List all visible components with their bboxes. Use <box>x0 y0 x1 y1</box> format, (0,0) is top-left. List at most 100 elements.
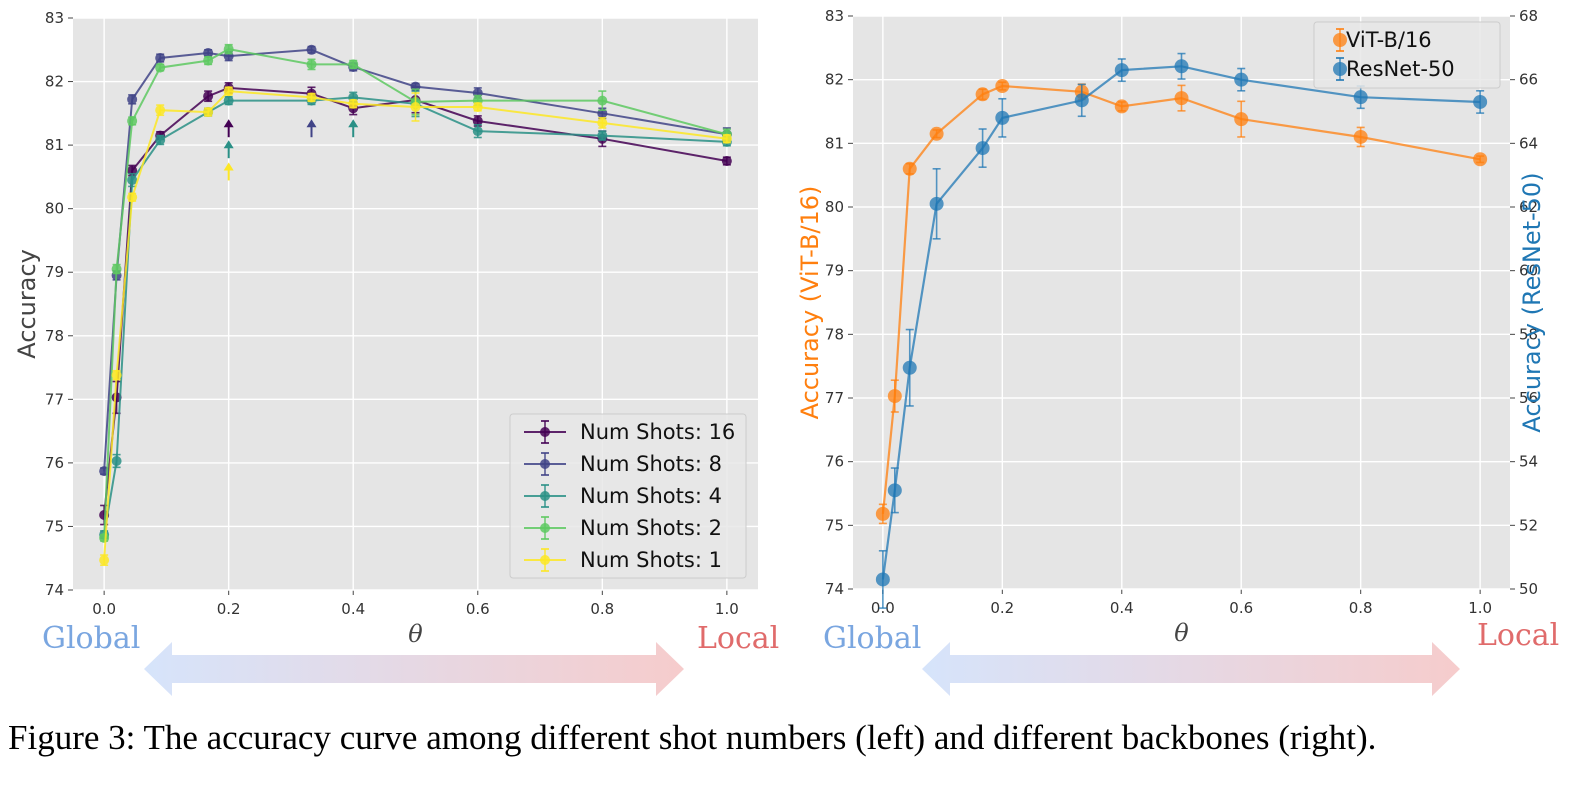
data-point <box>597 130 608 141</box>
series-resnet-50 <box>875 52 1488 609</box>
x-tick-label: 0.0 <box>92 600 116 618</box>
y-axis-label: Accuracy (ViT-B/16) <box>796 186 824 420</box>
right-global-label: Global <box>823 621 921 656</box>
arrow-head <box>348 119 359 128</box>
data-point <box>975 87 990 102</box>
x-tick-label: 0.4 <box>1110 599 1134 617</box>
y-tick-label: 83 <box>825 7 844 25</box>
right-chart: 0.00.20.40.60.81.07475767778798081828350… <box>796 7 1546 647</box>
data-point <box>203 91 214 102</box>
series-line <box>881 65 1481 580</box>
series-line <box>103 48 728 472</box>
data-point <box>111 370 122 381</box>
y-tick-label: 75 <box>45 517 64 535</box>
legend-marker <box>1333 33 1347 47</box>
arrow-head <box>223 119 234 128</box>
data-point <box>155 105 166 116</box>
y-right-tick-label: 64 <box>1519 134 1538 152</box>
left-global-label: Global <box>42 621 140 656</box>
data-point <box>127 115 138 126</box>
data-point <box>472 101 483 112</box>
left-double-arrow <box>144 642 684 696</box>
data-point <box>995 79 1010 94</box>
data-point <box>111 455 122 466</box>
y-tick-label: 80 <box>825 198 844 216</box>
y-right-tick-label: 66 <box>1519 71 1538 89</box>
legend-label: Num Shots: 1 <box>580 548 722 572</box>
legend-label: ResNet-50 <box>1346 57 1455 81</box>
y-tick-label: 81 <box>825 134 844 152</box>
data-point <box>1473 152 1488 167</box>
arrow-marker <box>348 119 359 138</box>
legend-marker <box>540 459 550 469</box>
legend-label: Num Shots: 16 <box>580 420 735 444</box>
data-point <box>887 389 902 404</box>
y-right-tick-label: 58 <box>1519 325 1538 343</box>
y-tick-label: 80 <box>45 200 64 218</box>
y-right-tick-label: 56 <box>1519 389 1538 407</box>
figure-caption: Figure 3: The accuracy curve among diffe… <box>8 718 1377 757</box>
data-point <box>348 98 359 109</box>
arrow-head <box>223 140 234 149</box>
data-point <box>472 126 483 137</box>
x-tick-label: 0.4 <box>341 600 365 618</box>
legend-entry: ResNet-50 <box>1333 57 1455 81</box>
data-point <box>410 101 421 112</box>
data-point <box>127 94 138 105</box>
data-point <box>99 532 110 543</box>
y-tick-label: 74 <box>825 580 844 598</box>
data-point <box>975 141 990 156</box>
legend-label: ViT-B/16 <box>1346 28 1432 52</box>
legend: Num Shots: 16 Num Shots: 8 Num Shots: 4 Num… <box>509 413 747 579</box>
y-tick-label: 78 <box>825 325 844 343</box>
x-axis-label: θ <box>408 620 423 648</box>
legend-entry: Num Shots: 4 <box>524 484 722 508</box>
data-point <box>223 95 234 106</box>
data-point <box>1234 72 1249 87</box>
data-point <box>1174 59 1189 74</box>
y-tick-label: 74 <box>45 581 64 599</box>
legend-marker <box>540 523 550 533</box>
data-point <box>597 117 608 128</box>
x-axis-label: θ <box>1174 619 1189 647</box>
data-point <box>1473 94 1488 109</box>
data-point <box>1114 63 1129 78</box>
data-point <box>1234 112 1249 127</box>
x-tick-label: 1.0 <box>1468 599 1492 617</box>
data-point <box>1174 91 1189 106</box>
data-point <box>929 126 944 141</box>
data-point <box>1074 93 1089 108</box>
y-tick-label: 77 <box>45 390 64 408</box>
legend-entry: ViT-B/16 <box>1333 28 1432 52</box>
data-point <box>875 506 890 521</box>
x-tick-label: 0.8 <box>590 600 614 618</box>
series-line <box>103 90 728 561</box>
data-point <box>127 175 138 186</box>
arrow-marker <box>223 119 234 138</box>
arrow-head <box>223 162 234 171</box>
legend-marker <box>540 555 550 565</box>
y-right-tick-label: 50 <box>1519 580 1538 598</box>
data-point <box>887 483 902 498</box>
data-point <box>721 156 732 166</box>
legend-marker <box>1333 62 1347 76</box>
y-tick-label: 83 <box>45 9 64 27</box>
data-point <box>1353 129 1368 144</box>
y-right-tick-label: 60 <box>1519 262 1538 280</box>
data-point <box>203 47 214 58</box>
series-line <box>881 84 1481 515</box>
y-tick-label: 77 <box>825 389 844 407</box>
data-point <box>306 44 317 55</box>
legend-box <box>509 413 747 579</box>
legend-label: Num Shots: 4 <box>580 484 722 508</box>
y-tick-label: 78 <box>45 327 64 345</box>
legend-entry: Num Shots: 1 <box>524 548 722 572</box>
data-point <box>929 196 944 211</box>
y-tick-label: 81 <box>45 136 64 154</box>
arrow-marker <box>223 162 234 181</box>
series-line <box>103 48 728 538</box>
y-tick-label: 75 <box>825 516 844 534</box>
legend-marker <box>540 427 550 437</box>
